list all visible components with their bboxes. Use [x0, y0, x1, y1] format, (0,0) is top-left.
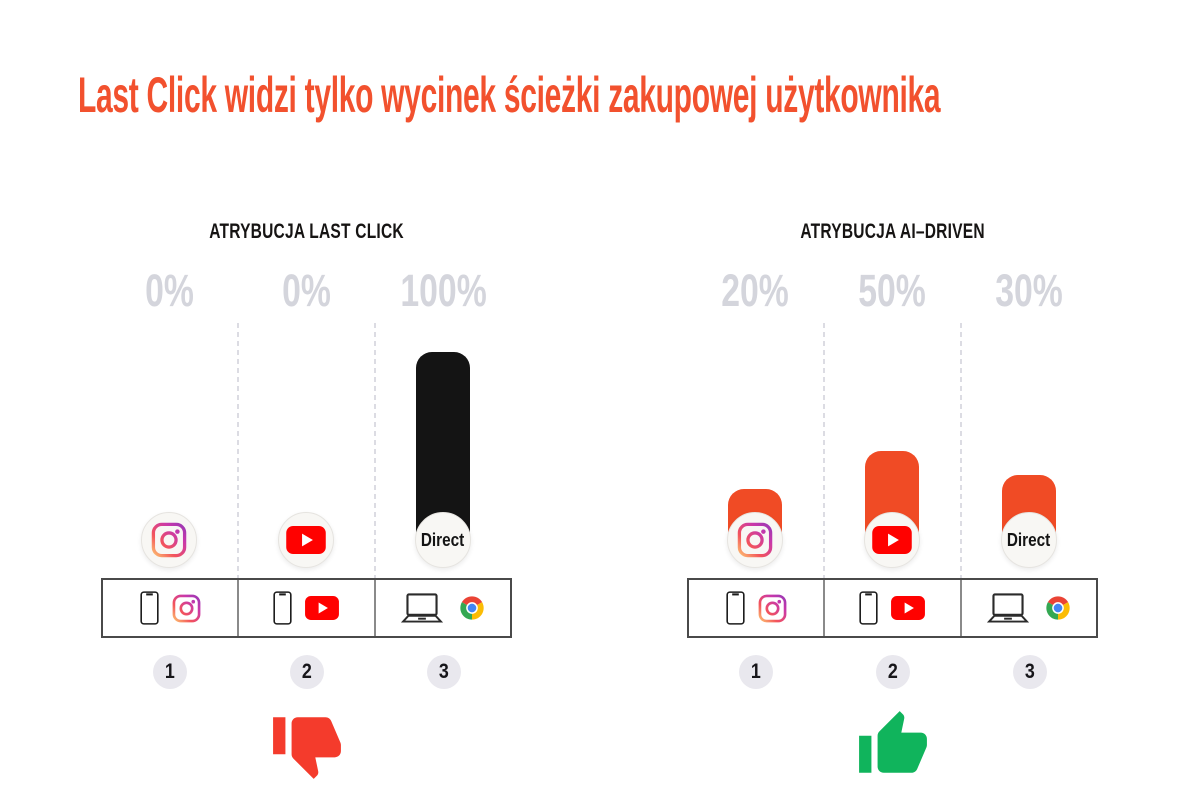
youtube-icon: [872, 526, 912, 554]
verdict-positive: [687, 708, 1098, 782]
thumbs-down-icon: [270, 708, 344, 782]
direct-label: Direct: [421, 529, 465, 550]
grid-line: [237, 323, 239, 578]
percent-label-instagram: 20%: [721, 265, 790, 316]
step-number-2: 2: [875, 655, 910, 689]
chrome-icon: [458, 594, 486, 622]
percent-label-direct: 30%: [995, 265, 1064, 316]
instagram-icon: [172, 594, 201, 623]
channel-badge-youtube: [864, 512, 920, 568]
step-row: 1 2 3: [687, 638, 1098, 702]
verdict-negative: [101, 708, 512, 782]
percent-label-youtube: 50%: [858, 265, 927, 316]
panel-last-click-header-text: ATRYBUCJA LAST CLICK: [209, 220, 404, 243]
touchpoint-box-instagram: [103, 580, 237, 636]
percent-label-instagram: 0%: [145, 265, 194, 316]
page-title: Last Click widzi tylko wycinek ścieżki z…: [78, 70, 1200, 120]
smartphone-icon: [859, 591, 878, 625]
percent-label-direct: 100%: [400, 265, 487, 316]
channel-badge-instagram: [727, 512, 783, 568]
percent-row: 20% 50% 30%: [687, 244, 1098, 323]
laptop-icon: [985, 593, 1031, 624]
youtube-icon: [305, 596, 339, 620]
smartphone-icon: [140, 591, 159, 625]
grid-line: [960, 323, 962, 578]
channel-badge-direct: Direct: [415, 512, 471, 568]
step-number-2: 2: [289, 655, 324, 689]
youtube-icon: [891, 596, 925, 620]
percent-row: 0% 0% 100%: [101, 244, 512, 323]
touchpoint-row: [687, 578, 1098, 638]
touchpoint-box-youtube: [823, 580, 959, 636]
step-number-3: 3: [1012, 655, 1047, 689]
direct-label: Direct: [1007, 529, 1051, 550]
smartphone-icon: [273, 591, 292, 625]
step-number-1: 1: [738, 655, 773, 689]
instagram-icon: [151, 522, 187, 558]
thumbs-up-icon: [856, 708, 930, 782]
touchpoint-box-youtube: [237, 580, 373, 636]
chrome-icon: [1044, 594, 1072, 622]
channel-badge-youtube: [278, 512, 334, 568]
touchpoint-box-direct: [373, 580, 510, 636]
grid-line: [823, 323, 825, 578]
touchpoint-box-instagram: [689, 580, 823, 636]
panel-last-click: ATRYBUCJA LAST CLICK 0% 0% 100% Direct: [101, 200, 512, 782]
panel-ai-driven: ATRYBUCJA AI–DRIVEN 20% 50% 30% Direct: [687, 200, 1098, 782]
laptop-icon: [399, 593, 445, 624]
panel-ai-driven-header-text: ATRYBUCJA AI–DRIVEN: [800, 220, 985, 243]
panel-last-click-header: ATRYBUCJA LAST CLICK: [101, 200, 512, 244]
smartphone-icon: [726, 591, 745, 625]
youtube-icon: [286, 526, 326, 554]
step-row: 1 2 3: [101, 638, 512, 702]
instagram-icon: [737, 522, 773, 558]
page-title-text: Last Click widzi tylko wycinek ścieżki z…: [78, 67, 941, 123]
channel-badge-instagram: [141, 512, 197, 568]
chart-area-last-click: Direct: [101, 323, 512, 578]
chart-area-ai-driven: Direct: [687, 323, 1098, 578]
channel-badge-direct: Direct: [1001, 512, 1057, 568]
touchpoint-row: [101, 578, 512, 638]
touchpoint-box-direct: [959, 580, 1096, 636]
step-number-1: 1: [152, 655, 187, 689]
percent-label-youtube: 0%: [282, 265, 331, 316]
grid-line: [374, 323, 376, 578]
step-number-3: 3: [426, 655, 461, 689]
panel-ai-driven-header: ATRYBUCJA AI–DRIVEN: [687, 200, 1098, 244]
instagram-icon: [758, 594, 787, 623]
